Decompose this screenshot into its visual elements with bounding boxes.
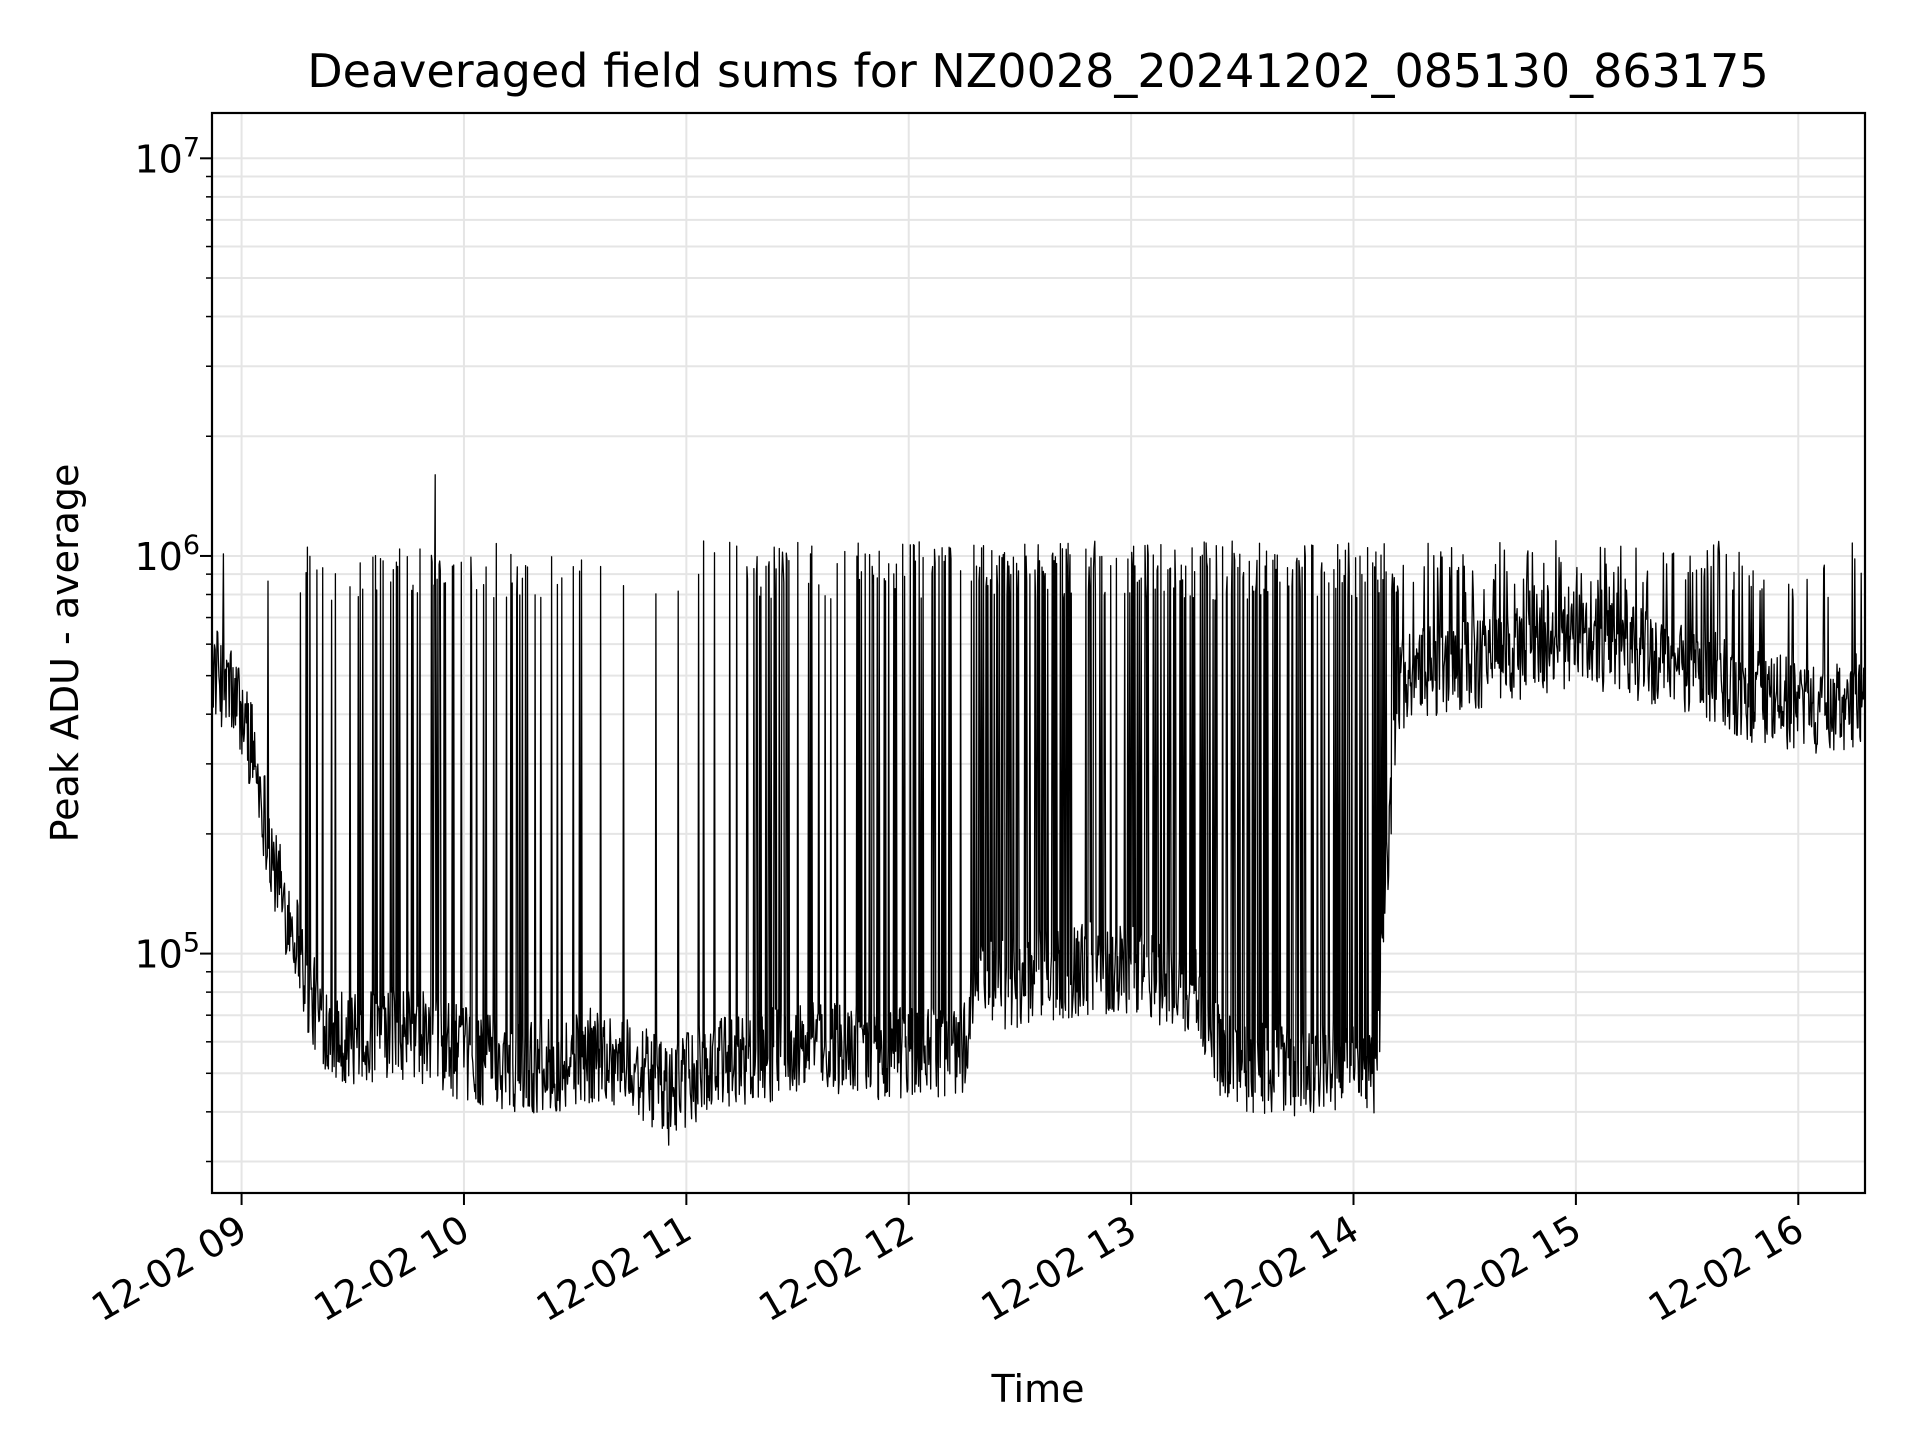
y-tick-exponent: 5 [183, 928, 200, 959]
chart-title: Deaveraged field sums for NZ0028_2024120… [307, 44, 1768, 98]
y-tick-label: 106 [134, 530, 200, 579]
y-tick-label: 107 [134, 132, 200, 181]
y-tick-label: 105 [134, 928, 200, 977]
y-tick-base: 10 [134, 535, 182, 579]
y-tick-base: 10 [134, 933, 182, 977]
data-line [211, 474, 1866, 1146]
y-tick-exponent: 7 [183, 132, 200, 163]
x-axis-label: Time [991, 1367, 1085, 1411]
y-tick-exponent: 6 [183, 530, 200, 561]
y-axis-label: Peak ADU - average [43, 464, 87, 843]
plot-frame [210, 111, 1867, 1195]
y-tick-base: 10 [134, 137, 182, 181]
series-group [211, 474, 1866, 1146]
